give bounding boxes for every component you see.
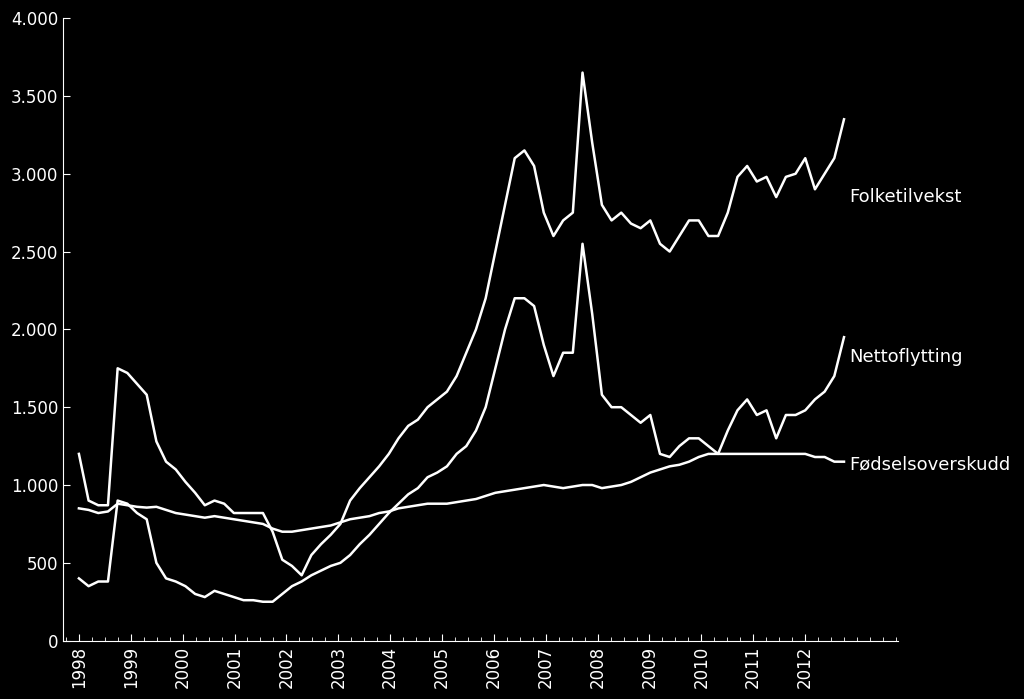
Text: Fødselsoverskudd: Fødselsoverskudd [849,456,1011,474]
Text: Folketilvekst: Folketilvekst [849,188,962,206]
Text: Nettoflytting: Nettoflytting [849,348,963,366]
